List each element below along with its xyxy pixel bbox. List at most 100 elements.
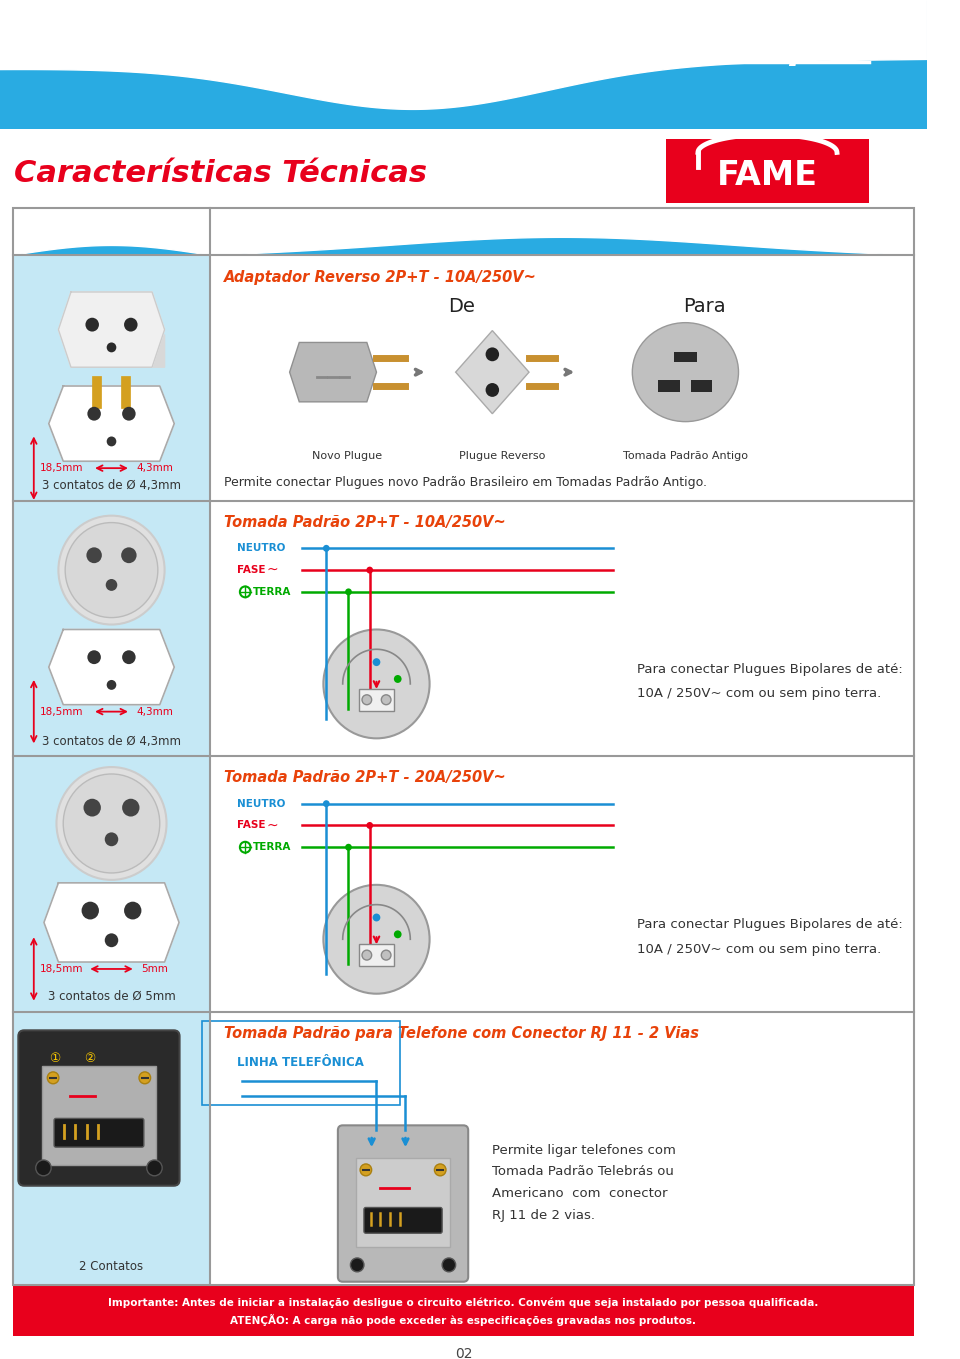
Text: 5mm: 5mm (141, 964, 168, 974)
Circle shape (47, 1072, 59, 1083)
Circle shape (84, 799, 101, 817)
Text: Novo Plugue: Novo Plugue (312, 451, 383, 461)
Bar (210, 208, 914, 255)
Polygon shape (44, 883, 180, 962)
Text: 3 contatos de Ø 4,3mm: 3 contatos de Ø 4,3mm (42, 480, 181, 492)
Bar (12, 1284, 914, 1336)
Circle shape (124, 318, 137, 332)
Bar (359, 945, 394, 966)
Circle shape (107, 680, 116, 690)
Bar (12, 501, 210, 756)
Circle shape (394, 675, 401, 684)
Ellipse shape (633, 322, 738, 421)
Polygon shape (210, 208, 914, 255)
Text: 18,5mm: 18,5mm (39, 964, 84, 974)
Text: Para conectar Plugues Bipolares de até:: Para conectar Plugues Bipolares de até: (637, 917, 903, 931)
Text: Características Técnicas: Características Técnicas (14, 159, 427, 188)
Bar (674, 352, 697, 363)
Circle shape (443, 1258, 456, 1272)
Circle shape (124, 901, 141, 920)
FancyBboxPatch shape (18, 1030, 180, 1185)
Polygon shape (12, 208, 210, 255)
Text: FASE: FASE (237, 821, 266, 830)
Circle shape (362, 694, 372, 705)
Bar (359, 689, 394, 711)
Polygon shape (0, 0, 926, 109)
Circle shape (367, 822, 373, 829)
Circle shape (87, 650, 101, 665)
Text: ①: ① (49, 1052, 60, 1064)
Text: Identificação: Identificação (56, 224, 167, 239)
Text: Esquema de ligação: Esquema de ligação (228, 224, 398, 239)
Polygon shape (49, 386, 175, 461)
Text: Tomada Padrão Antigo: Tomada Padrão Antigo (623, 451, 748, 461)
Polygon shape (59, 292, 164, 367)
Circle shape (107, 342, 116, 352)
Bar (691, 381, 712, 391)
Circle shape (86, 548, 102, 563)
Circle shape (345, 844, 352, 851)
Text: LINHA TELEFÔNICA: LINHA TELEFÔNICA (237, 1056, 365, 1070)
Text: 3 contatos de Ø 4,3mm: 3 contatos de Ø 4,3mm (42, 735, 181, 747)
Text: NEUTRO: NEUTRO (237, 799, 286, 809)
Text: Tomada Padrão 2P+T - 10A/250V~: Tomada Padrão 2P+T - 10A/250V~ (224, 515, 506, 530)
Text: De: De (448, 298, 475, 317)
Circle shape (360, 1163, 372, 1176)
Bar (356, 1158, 450, 1248)
Text: NEUTRO: NEUTRO (237, 544, 286, 553)
Circle shape (324, 629, 429, 738)
FancyBboxPatch shape (54, 1118, 144, 1147)
Text: 18,5mm: 18,5mm (39, 707, 84, 716)
Text: 3 contatos de Ø 5mm: 3 contatos de Ø 5mm (48, 991, 176, 1003)
Text: Americano  com  conector: Americano com conector (492, 1188, 668, 1200)
Polygon shape (71, 334, 164, 367)
Bar (41, 1065, 156, 1165)
Circle shape (324, 885, 429, 993)
Circle shape (121, 548, 136, 563)
Text: 18,5mm: 18,5mm (39, 463, 84, 473)
Text: ATENÇÃO: A carga não pode exceder às especificações gravadas nos produtos.: ATENÇÃO: A carga não pode exceder às esp… (230, 1314, 696, 1326)
Circle shape (372, 913, 380, 921)
Circle shape (36, 1161, 51, 1176)
Text: Para: Para (684, 298, 726, 317)
Text: Para conectar Plugues Bipolares de até:: Para conectar Plugues Bipolares de até: (637, 663, 903, 675)
Circle shape (122, 799, 139, 817)
Circle shape (486, 383, 499, 397)
Polygon shape (290, 342, 376, 402)
Polygon shape (49, 629, 175, 705)
Bar (12, 208, 914, 1284)
Circle shape (107, 436, 116, 446)
Text: FAME: FAME (717, 159, 818, 192)
Text: Permite ligar telefones com: Permite ligar telefones com (492, 1143, 676, 1157)
Text: 2 Contatos: 2 Contatos (80, 1260, 144, 1273)
Text: RJ 11 de 2 vias.: RJ 11 de 2 vias. (492, 1210, 595, 1222)
Circle shape (435, 1163, 446, 1176)
Bar (12, 208, 210, 255)
Circle shape (122, 406, 135, 421)
Circle shape (65, 523, 157, 617)
Bar (659, 381, 680, 391)
Bar (12, 756, 210, 1011)
Circle shape (381, 950, 391, 959)
Text: Tomada Padrão para Telefone com Conector RJ 11 - 2 Vias: Tomada Padrão para Telefone com Conector… (224, 1026, 699, 1041)
Text: Importante: Antes de iniciar a instalação desligue o circuito elétrico. Convém q: Importante: Antes de iniciar a instalaçã… (108, 1298, 819, 1307)
Bar (0, 0, 926, 129)
Text: Plugue Reverso: Plugue Reverso (459, 451, 545, 461)
Text: Permite conectar Plugues novo Padrão Brasileiro em Tomadas Padrão Antigo.: Permite conectar Plugues novo Padrão Bra… (224, 477, 707, 489)
Circle shape (367, 567, 373, 573)
Circle shape (394, 931, 401, 938)
Bar (12, 1011, 210, 1284)
Circle shape (362, 950, 372, 959)
Text: 02: 02 (455, 1347, 472, 1359)
Circle shape (57, 766, 166, 879)
Circle shape (105, 832, 118, 847)
FancyBboxPatch shape (338, 1125, 468, 1282)
Circle shape (139, 1072, 151, 1083)
Circle shape (105, 934, 118, 947)
Circle shape (87, 406, 101, 421)
Circle shape (381, 694, 391, 705)
Text: ②: ② (84, 1052, 95, 1064)
Circle shape (486, 348, 499, 361)
Circle shape (350, 1258, 364, 1272)
Circle shape (85, 318, 99, 332)
